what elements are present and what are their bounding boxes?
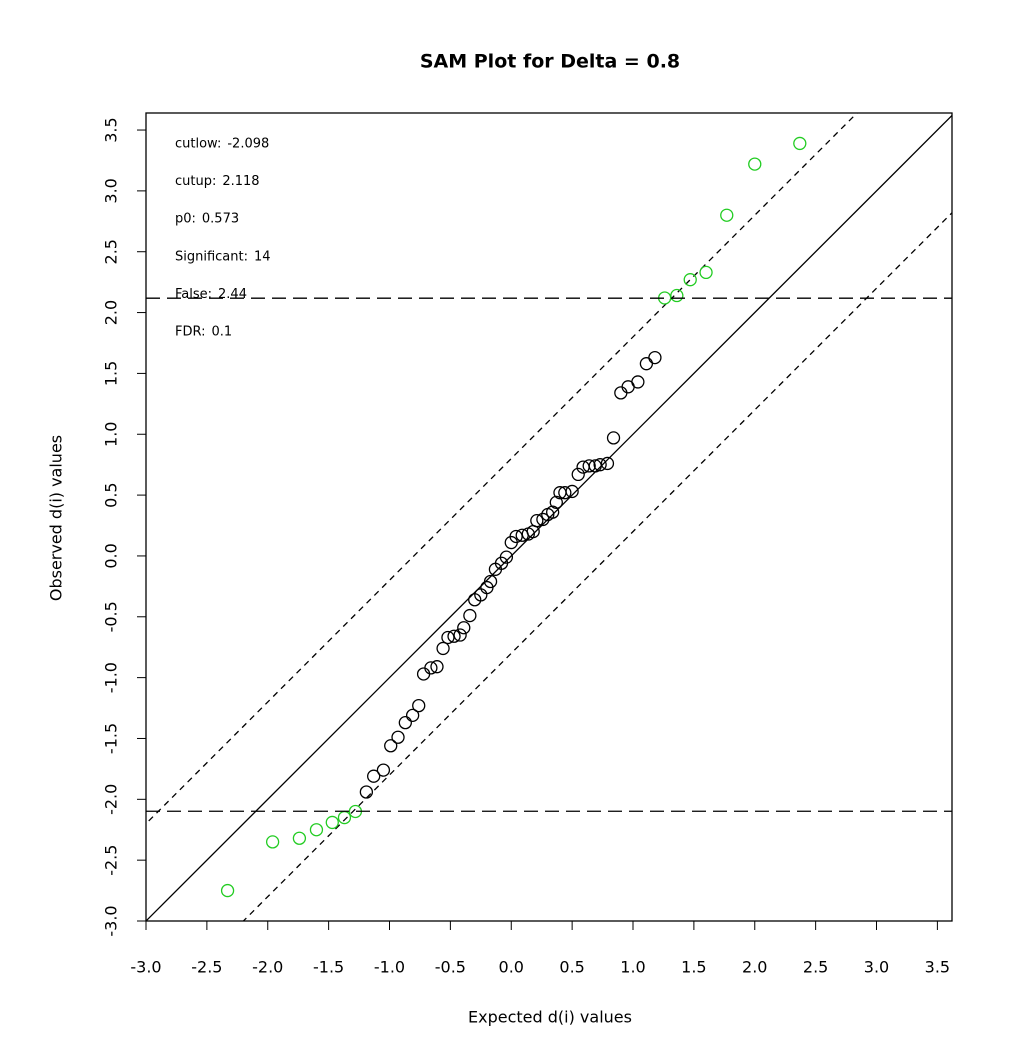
y-tick-label: 3.5 — [102, 117, 121, 142]
point — [405, 708, 420, 722]
x-axis-label: Expected d(i) values — [468, 1008, 632, 1027]
point — [606, 431, 621, 445]
y-tick-label: -2.5 — [102, 845, 121, 876]
x-tick-label: 3.5 — [925, 958, 950, 977]
annotation-label: cutlow: — [175, 137, 221, 152]
x-tick-label: -2.0 — [252, 958, 283, 977]
point — [483, 574, 498, 589]
x-tick-label: 0.0 — [499, 958, 524, 977]
point — [499, 550, 514, 564]
x-tick-label: -2.5 — [191, 958, 222, 977]
annotation-value: 14 — [254, 249, 271, 264]
y-tick-label: -1.5 — [102, 723, 121, 754]
annotation-value: 0.1 — [212, 325, 233, 340]
point — [359, 785, 374, 799]
point — [367, 769, 381, 783]
x-tick-label: -0.5 — [435, 958, 466, 977]
annotation-label: False: — [175, 287, 212, 302]
point — [565, 484, 579, 499]
x-tick-label: -1.5 — [313, 958, 344, 977]
x-tick-label: 2.0 — [742, 958, 767, 977]
point — [720, 208, 734, 222]
y-tick-label: 0.0 — [102, 543, 121, 568]
point — [631, 375, 645, 389]
x-tick-label: 1.0 — [620, 958, 645, 977]
y-tick-label: 0.5 — [102, 482, 121, 507]
point — [593, 458, 607, 472]
point — [265, 835, 280, 849]
point — [648, 350, 662, 365]
point — [549, 495, 563, 510]
y-tick-label: 2.5 — [102, 239, 121, 264]
annotation-label: p0: — [175, 212, 196, 227]
point — [453, 628, 467, 642]
point — [683, 273, 697, 287]
annotation-label: cutup: — [175, 174, 216, 189]
y-tick-label: -1.0 — [102, 662, 121, 693]
x-tick-label: -1.0 — [374, 958, 405, 977]
annotation-value: -2.098 — [227, 137, 269, 152]
point — [699, 265, 713, 280]
point — [430, 660, 444, 674]
x-tick-label: 0.5 — [559, 958, 584, 977]
annotation-label: FDR: — [175, 325, 206, 340]
point — [376, 763, 391, 777]
y-tick-label: -0.5 — [102, 601, 121, 632]
delta-line — [146, 113, 858, 825]
point — [436, 641, 450, 656]
point — [325, 815, 339, 830]
point — [600, 456, 615, 471]
y-tick-label: 3.0 — [102, 178, 121, 203]
annotation-value: 2.44 — [218, 287, 247, 302]
x-tick-label: 2.5 — [803, 958, 828, 977]
point — [309, 823, 324, 837]
point — [384, 739, 398, 753]
point — [447, 629, 461, 643]
x-tick-label: 1.5 — [681, 958, 706, 977]
point — [220, 883, 235, 898]
point — [748, 157, 762, 171]
x-tick-label: 3.0 — [864, 958, 889, 977]
y-tick-label: -2.0 — [102, 784, 121, 815]
plot-area — [146, 113, 952, 921]
y-tick-label: 1.0 — [102, 422, 121, 447]
annotation-label: Significant: — [175, 249, 248, 264]
point — [463, 608, 477, 623]
point — [457, 621, 471, 635]
chart-title: SAM Plot for Delta = 0.8 — [420, 51, 680, 73]
y-axis-label: Observed d(i) values — [47, 435, 66, 601]
point — [424, 661, 438, 675]
point — [558, 486, 572, 500]
point — [391, 730, 405, 744]
point — [571, 467, 585, 482]
point — [530, 514, 544, 528]
y-tick-label: 2.0 — [102, 300, 121, 325]
point — [546, 505, 560, 519]
point — [292, 831, 307, 845]
point — [412, 698, 426, 713]
y-tick-label: 1.5 — [102, 361, 121, 386]
point — [536, 512, 550, 527]
point — [793, 136, 807, 151]
delta-line — [242, 211, 952, 921]
x-tick-label: -3.0 — [130, 958, 161, 977]
annotation-value: 2.118 — [222, 174, 259, 189]
point — [398, 716, 412, 730]
annotation-value: 0.573 — [202, 212, 239, 227]
y-tick-label: -3.0 — [102, 905, 121, 936]
point — [582, 459, 596, 473]
